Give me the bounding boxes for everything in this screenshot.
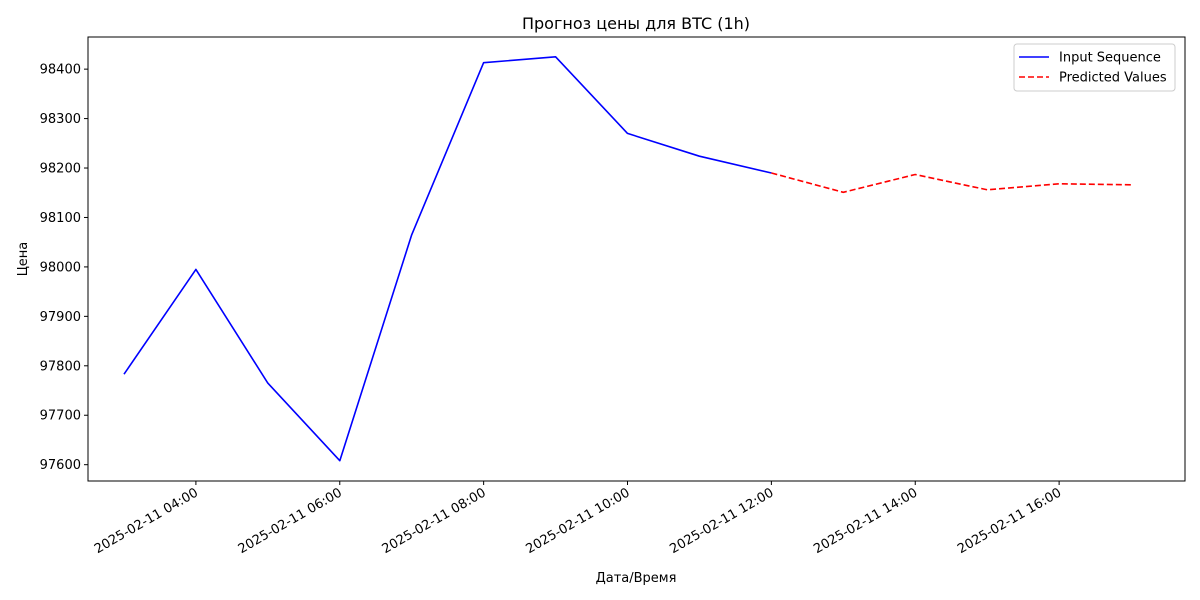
x-tick-label: 2025-02-11 06:00 [236, 485, 345, 557]
legend: Input Sequence Predicted Values [1013, 43, 1176, 92]
y-tick-label: 98200 [40, 162, 81, 177]
y-tick-label: 98300 [40, 112, 81, 127]
series-layer [123, 55, 1132, 462]
x-tick-label: 2025-02-11 16:00 [955, 485, 1064, 557]
y-tick-label: 98400 [40, 63, 81, 78]
chart-title: Прогноз цены для BTC (1h) [522, 14, 750, 33]
x-tick-label: 2025-02-11 04:00 [92, 485, 201, 557]
series-line-input-sequence [123, 55, 772, 462]
x-axis: 2025-02-11 04:00 2025-02-11 06:00 2025-02-… [92, 481, 1064, 557]
plot-area [87, 36, 1186, 482]
x-tick-label: 2025-02-11 14:00 [811, 485, 920, 557]
y-tick-label: 97800 [40, 359, 81, 374]
x-tick-label: 2025-02-11 10:00 [524, 485, 633, 557]
legend-label: Predicted Values [1059, 71, 1167, 86]
y-tick-label: 98100 [40, 211, 81, 226]
y-tick-label: 98000 [40, 260, 81, 275]
y-tick-label: 97600 [40, 458, 81, 473]
y-tick-label: 97900 [40, 310, 81, 325]
legend-label: Input Sequence [1059, 51, 1161, 66]
y-axis-label: Цена [16, 242, 31, 277]
legend-box [1013, 43, 1176, 92]
x-tick-label: 2025-02-11 08:00 [380, 485, 489, 557]
series-line-predicted-values [771, 172, 1132, 194]
y-tick-label: 97700 [40, 409, 81, 424]
x-axis-label: Дата/Время [596, 571, 677, 586]
x-tick-label: 2025-02-11 12:00 [667, 485, 776, 557]
y-axis: 97600 97700 97800 97900 98000 98100 98200 98300… [40, 63, 88, 473]
